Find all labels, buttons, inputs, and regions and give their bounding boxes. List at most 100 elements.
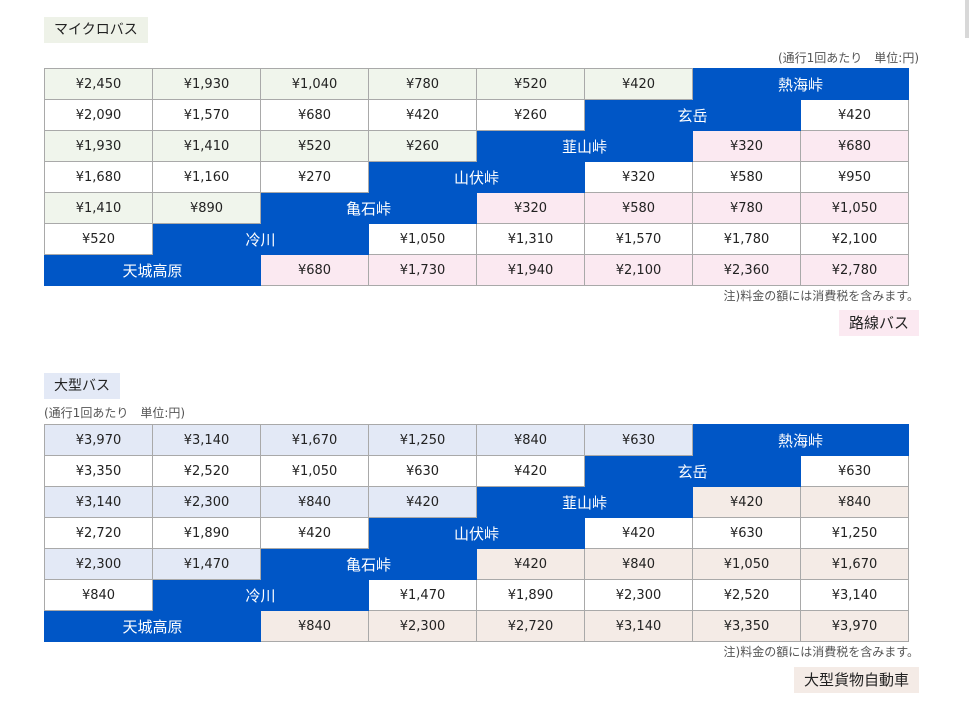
fare-cell: ¥2,720 [476, 610, 585, 642]
fare-cell: ¥3,970 [800, 610, 909, 642]
fare-table-body: ¥3,970 ¥3,140 ¥1,670 ¥1,250 ¥840 ¥630 熱海峠 ¥3,35… [44, 424, 909, 642]
fare-cell: ¥2,300 [584, 579, 693, 611]
fare-cell: ¥1,780 [692, 223, 801, 255]
fare-table-micro-bus: ¥2,450 ¥1,930 ¥1,040 ¥780 ¥520 ¥420 熱海峠 ¥2,090 ¥… [44, 68, 909, 286]
fare-cell: ¥320 [476, 192, 585, 224]
fare-cell: ¥2,100 [584, 254, 693, 286]
fare-cell: ¥630 [800, 455, 909, 487]
fare-cell: ¥840 [260, 486, 369, 518]
fare-cell: ¥840 [44, 579, 153, 611]
station-name-cell: 山伏峠 [368, 161, 585, 193]
station-name-cell: 冷川 [152, 223, 369, 255]
fare-cell: ¥2,450 [44, 68, 153, 100]
station-name-cell: 玄岳 [584, 99, 801, 131]
station-name-cell: 韮山峠 [476, 130, 693, 162]
fare-table-body: ¥2,450 ¥1,930 ¥1,040 ¥780 ¥520 ¥420 熱海峠 ¥2,090 ¥… [44, 68, 909, 286]
fare-cell: ¥2,300 [368, 610, 477, 642]
station-name-cell: 亀石峠 [260, 192, 477, 224]
station-name-cell: 冷川 [152, 579, 369, 611]
station-name-cell: 天城高原 [44, 254, 261, 286]
fare-row: ¥520 冷川 ¥1,050 ¥1,310 ¥1,570 ¥1,780 ¥2,100 [44, 223, 909, 255]
fare-cell: ¥1,050 [800, 192, 909, 224]
fare-cell: ¥3,140 [152, 424, 261, 456]
fare-row: ¥1,410 ¥890 亀石峠 ¥320 ¥580 ¥780 ¥1,050 [44, 192, 909, 224]
fare-cell: ¥260 [368, 130, 477, 162]
fare-cell: ¥1,930 [44, 130, 153, 162]
station-name-cell: 玄岳 [584, 455, 801, 487]
fare-cell: ¥580 [584, 192, 693, 224]
fare-cell: ¥1,930 [152, 68, 261, 100]
fare-cell: ¥1,730 [368, 254, 477, 286]
fare-row: 天城高原 ¥680 ¥1,730 ¥1,940 ¥2,100 ¥2,360 ¥2,780 [44, 254, 909, 286]
fare-cell: ¥420 [476, 548, 585, 580]
fare-cell: ¥2,300 [44, 548, 153, 580]
fare-cell: ¥3,350 [692, 610, 801, 642]
fare-cell: ¥840 [584, 548, 693, 580]
fare-cell: ¥840 [260, 610, 369, 642]
fare-cell: ¥1,890 [476, 579, 585, 611]
fare-row: ¥2,300 ¥1,470 亀石峠 ¥420 ¥840 ¥1,050 ¥1,670 [44, 548, 909, 580]
fare-cell: ¥890 [152, 192, 261, 224]
fare-cell: ¥840 [800, 486, 909, 518]
fare-cell: ¥1,570 [152, 99, 261, 131]
station-name-cell: 天城高原 [44, 610, 261, 642]
fare-cell: ¥1,680 [44, 161, 153, 193]
fare-row: ¥840 冷川 ¥1,470 ¥1,890 ¥2,300 ¥2,520 ¥3,140 [44, 579, 909, 611]
fare-cell: ¥3,140 [800, 579, 909, 611]
fare-cell: ¥2,720 [44, 517, 153, 549]
fare-cell: ¥3,140 [44, 486, 153, 518]
fare-cell: ¥630 [584, 424, 693, 456]
unit-note-large: (通行1回あたり 単位:円) [44, 406, 186, 420]
fare-cell: ¥630 [692, 517, 801, 549]
fare-cell: ¥1,670 [260, 424, 369, 456]
fare-cell: ¥420 [476, 455, 585, 487]
fare-row: ¥3,140 ¥2,300 ¥840 ¥420 韮山峠 ¥420 ¥840 [44, 486, 909, 518]
fare-cell: ¥260 [476, 99, 585, 131]
unit-note-micro: (通行1回あたり 単位:円) [777, 51, 919, 65]
tax-note-micro: 注)料金の額には消費税を含みます。 [723, 289, 919, 303]
fare-cell: ¥1,670 [800, 548, 909, 580]
fare-row: ¥1,930 ¥1,410 ¥520 ¥260 韮山峠 ¥320 ¥680 [44, 130, 909, 162]
fare-cell: ¥1,160 [152, 161, 261, 193]
fare-cell: ¥1,050 [692, 548, 801, 580]
fare-cell: ¥680 [800, 130, 909, 162]
link-large-truck[interactable]: 大型貨物自動車 [793, 667, 919, 693]
fare-cell: ¥680 [260, 99, 369, 131]
fare-cell: ¥1,470 [152, 548, 261, 580]
fare-cell: ¥1,040 [260, 68, 369, 100]
fare-cell: ¥320 [584, 161, 693, 193]
fare-row: 天城高原 ¥840 ¥2,300 ¥2,720 ¥3,140 ¥3,350 ¥3,970 [44, 610, 909, 642]
fare-cell: ¥420 [584, 517, 693, 549]
fare-row: ¥2,090 ¥1,570 ¥680 ¥420 ¥260 玄岳 ¥420 [44, 99, 909, 131]
fare-cell: ¥2,100 [800, 223, 909, 255]
fare-cell: ¥520 [476, 68, 585, 100]
fare-cell: ¥2,360 [692, 254, 801, 286]
fare-table-large-bus: ¥3,970 ¥3,140 ¥1,670 ¥1,250 ¥840 ¥630 熱海峠 ¥3,35… [44, 424, 909, 642]
fare-cell: ¥680 [260, 254, 369, 286]
link-route-bus[interactable]: 路線バス [838, 310, 919, 336]
fare-cell: ¥1,250 [800, 517, 909, 549]
fare-cell: ¥3,140 [584, 610, 693, 642]
fare-cell: ¥2,300 [152, 486, 261, 518]
scrollbar-edge[interactable] [965, 0, 969, 38]
station-name-cell: 熱海峠 [692, 424, 909, 456]
fare-cell: ¥1,050 [260, 455, 369, 487]
station-name-cell: 山伏峠 [368, 517, 585, 549]
tax-note-large: 注)料金の額には消費税を含みます。 [723, 645, 919, 659]
fare-cell: ¥2,090 [44, 99, 153, 131]
fare-cell: ¥1,570 [584, 223, 693, 255]
fare-cell: ¥2,520 [692, 579, 801, 611]
fare-cell: ¥1,250 [368, 424, 477, 456]
station-name-cell: 熱海峠 [692, 68, 909, 100]
fare-cell: ¥780 [368, 68, 477, 100]
fare-row: ¥3,350 ¥2,520 ¥1,050 ¥630 ¥420 玄岳 ¥630 [44, 455, 909, 487]
fare-row: ¥2,450 ¥1,930 ¥1,040 ¥780 ¥520 ¥420 熱海峠 [44, 68, 909, 100]
fare-cell: ¥580 [692, 161, 801, 193]
fare-cell: ¥1,470 [368, 579, 477, 611]
fare-cell: ¥1,310 [476, 223, 585, 255]
fare-cell: ¥630 [368, 455, 477, 487]
fare-cell: ¥2,520 [152, 455, 261, 487]
fare-cell: ¥1,410 [44, 192, 153, 224]
fare-cell: ¥420 [800, 99, 909, 131]
fare-cell: ¥420 [692, 486, 801, 518]
